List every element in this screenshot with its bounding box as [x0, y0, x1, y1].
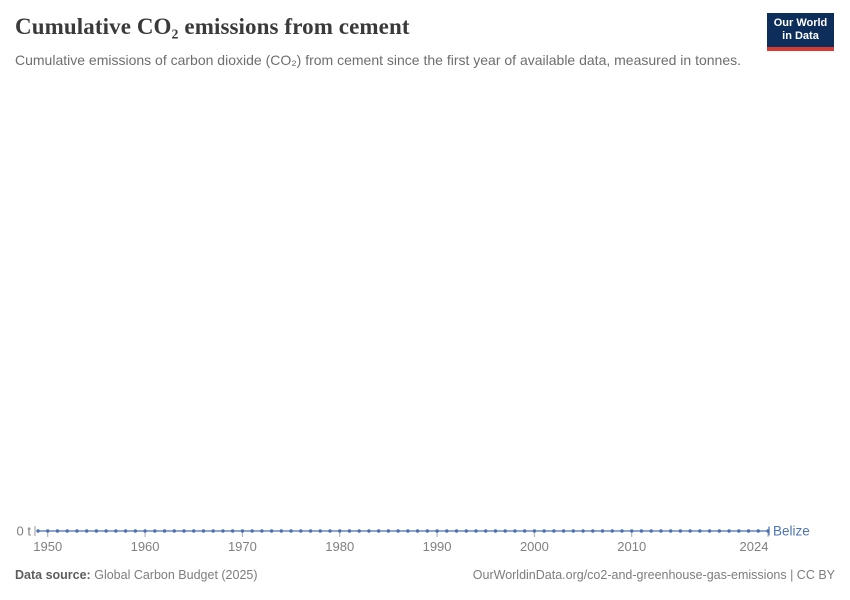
- data-point[interactable]: [162, 529, 167, 533]
- data-point[interactable]: [75, 529, 79, 533]
- x-axis-label: 1990: [423, 539, 452, 554]
- owid-logo[interactable]: Our World in Data: [767, 13, 834, 51]
- data-source-value: Global Carbon Budget (2025): [94, 568, 258, 582]
- data-point[interactable]: [386, 529, 391, 533]
- owid-logo-line2: in Data: [782, 30, 819, 42]
- data-point[interactable]: [260, 529, 264, 533]
- data-point[interactable]: [688, 529, 692, 533]
- data-point[interactable]: [250, 529, 254, 533]
- data-point[interactable]: [659, 529, 663, 533]
- data-point[interactable]: [474, 529, 478, 533]
- owid-logo-line1: Our World: [773, 16, 828, 29]
- data-point[interactable]: [65, 529, 69, 533]
- data-point[interactable]: [133, 529, 138, 533]
- data-point[interactable]: [756, 529, 760, 533]
- x-axis-label: 2010: [617, 539, 646, 554]
- data-point[interactable]: [328, 529, 332, 533]
- data-point[interactable]: [464, 529, 468, 533]
- data-point[interactable]: [201, 529, 206, 533]
- data-point[interactable]: [338, 529, 342, 533]
- data-point[interactable]: [211, 529, 215, 533]
- data-point[interactable]: [240, 529, 245, 533]
- data-point[interactable]: [269, 529, 274, 533]
- data-point[interactable]: [600, 529, 605, 533]
- data-point[interactable]: [318, 529, 322, 533]
- data-point[interactable]: [299, 529, 303, 533]
- data-point[interactable]: [513, 529, 517, 533]
- data-point[interactable]: [221, 529, 225, 533]
- data-point[interactable]: [707, 529, 712, 533]
- data-point[interactable]: [581, 529, 585, 533]
- data-point[interactable]: [230, 529, 235, 533]
- data-point[interactable]: [55, 529, 60, 533]
- data-point[interactable]: [36, 529, 40, 533]
- chart-title: Cumulative CO₂ emissions from cement: [15, 14, 410, 39]
- data-point[interactable]: [639, 529, 644, 533]
- x-axis-label: 1960: [131, 539, 160, 554]
- data-point[interactable]: [698, 529, 702, 533]
- x-axis-label: 1950: [33, 539, 62, 554]
- data-point[interactable]: [435, 529, 439, 533]
- data-point[interactable]: [561, 529, 566, 533]
- data-point[interactable]: [347, 529, 352, 533]
- data-point[interactable]: [143, 529, 147, 533]
- y-axis-zero-label: 0 t: [17, 524, 32, 539]
- data-source-label: Data source:: [15, 568, 91, 582]
- data-point[interactable]: [591, 529, 595, 533]
- data-point[interactable]: [630, 529, 634, 533]
- data-point[interactable]: [552, 529, 556, 533]
- data-point[interactable]: [737, 529, 741, 533]
- chart-url-license-link[interactable]: OurWorldinData.org/co2-and-greenhouse-ga…: [472, 568, 835, 582]
- data-point[interactable]: [153, 529, 157, 533]
- data-point[interactable]: [94, 529, 99, 533]
- data-point[interactable]: [376, 529, 381, 533]
- x-axis-label: 2024: [740, 539, 769, 554]
- data-point[interactable]: [415, 529, 420, 533]
- data-point[interactable]: [104, 529, 108, 533]
- entity-label-belize[interactable]: Belize: [773, 524, 810, 539]
- x-axis-label: 1970: [228, 539, 257, 554]
- data-point[interactable]: [46, 529, 50, 533]
- data-point[interactable]: [649, 529, 653, 533]
- data-point[interactable]: [727, 529, 731, 533]
- data-point[interactable]: [571, 529, 576, 533]
- data-point[interactable]: [192, 529, 196, 533]
- data-point[interactable]: [367, 529, 371, 533]
- x-axis-label: 1980: [325, 539, 354, 554]
- data-point[interactable]: [279, 529, 284, 533]
- data-point[interactable]: [84, 529, 89, 533]
- data-point[interactable]: [123, 529, 128, 533]
- data-point[interactable]: [172, 529, 176, 533]
- x-axis-label: 2000: [520, 539, 549, 554]
- data-point[interactable]: [425, 529, 430, 533]
- data-point[interactable]: [746, 529, 751, 533]
- data-point[interactable]: [357, 529, 361, 533]
- data-point[interactable]: [396, 529, 400, 533]
- data-point[interactable]: [406, 529, 410, 533]
- data-point[interactable]: [522, 529, 527, 533]
- data-point[interactable]: [114, 529, 118, 533]
- data-point[interactable]: [532, 529, 537, 533]
- data-point[interactable]: [620, 529, 624, 533]
- data-point[interactable]: [493, 529, 498, 533]
- data-point[interactable]: [717, 529, 722, 533]
- data-point[interactable]: [454, 529, 459, 533]
- data-point[interactable]: [542, 529, 546, 533]
- chart-subtitle: Cumulative emissions of carbon dioxide (…: [15, 52, 741, 68]
- data-source-note: Data source: Global Carbon Budget (2025): [15, 568, 258, 582]
- data-point[interactable]: [445, 529, 449, 533]
- data-point[interactable]: [182, 529, 186, 533]
- data-point[interactable]: [678, 529, 683, 533]
- data-point[interactable]: [503, 529, 507, 533]
- data-point[interactable]: [308, 529, 313, 533]
- data-point[interactable]: [484, 529, 488, 533]
- data-point[interactable]: [766, 529, 770, 533]
- chart-footer: Data source: Global Carbon Budget (2025)…: [15, 568, 835, 582]
- data-point[interactable]: [668, 529, 673, 533]
- data-point[interactable]: [289, 529, 293, 533]
- data-point[interactable]: [610, 529, 614, 533]
